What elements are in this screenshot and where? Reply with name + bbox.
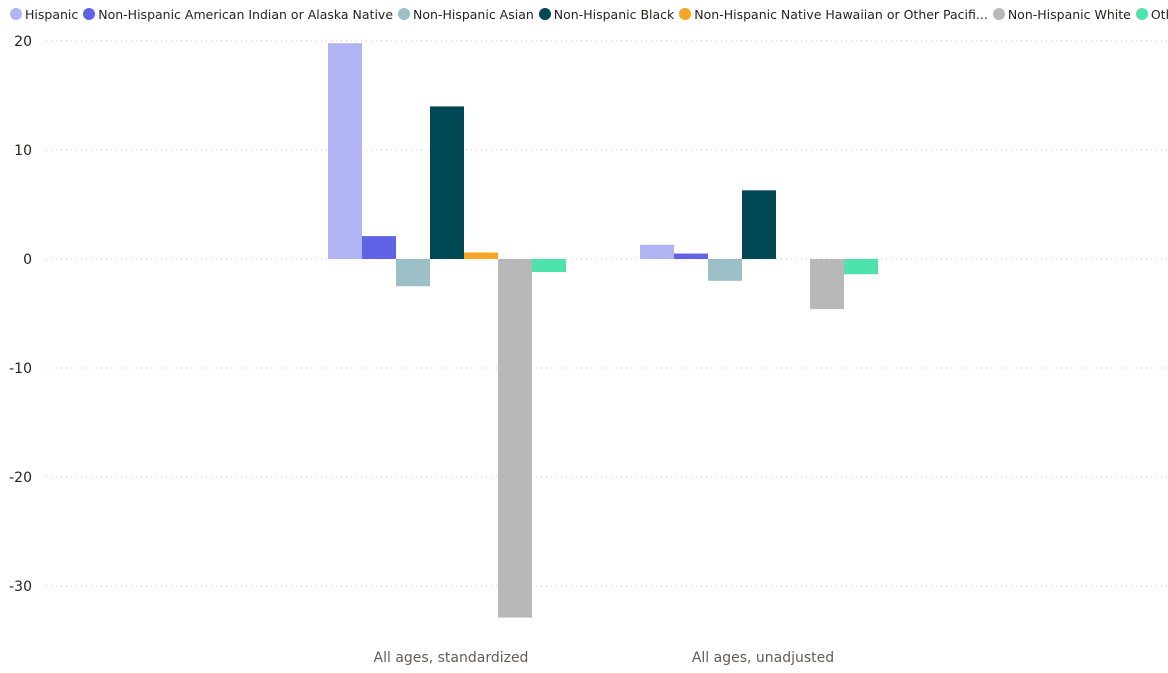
bar[interactable]: [498, 259, 532, 618]
bar[interactable]: [532, 259, 566, 273]
legend-marker-icon: [992, 8, 1005, 20]
x-category-label: All ages, unadjusted: [692, 650, 834, 666]
legend-item[interactable]: Non-Hispanic Black: [538, 6, 675, 22]
bar[interactable]: [430, 106, 464, 260]
legend-label: Hispanic: [25, 6, 79, 22]
bar[interactable]: [328, 43, 362, 260]
bar[interactable]: [844, 259, 878, 275]
x-category-label: All ages, standardized: [374, 650, 529, 666]
legend-label: Non-Hispanic Black: [553, 6, 675, 22]
legend-marker-icon: [1135, 8, 1148, 20]
bar[interactable]: [674, 253, 708, 259]
y-tick-label: 0: [23, 252, 32, 268]
legend-marker-icon: [10, 8, 22, 20]
legend-label: Non-Hispanic White: [1007, 6, 1131, 22]
legend-marker-icon: [679, 8, 692, 20]
legend-label: Other: [1150, 6, 1168, 22]
legend-item[interactable]: Other: [1135, 6, 1168, 22]
legend-marker-icon: [538, 8, 551, 20]
y-tick-label: 20: [14, 34, 32, 50]
y-tick-label: -10: [9, 361, 32, 377]
y-tick-label: -20: [9, 470, 32, 486]
legend-item[interactable]: Non-Hispanic Asian: [398, 7, 534, 22]
chart-legend: Hispanic Non-Hispanic American Indian or …: [10, 5, 1168, 23]
bar[interactable]: [810, 259, 844, 310]
legend-marker-icon: [398, 8, 411, 20]
legend-item[interactable]: Non-Hispanic White: [992, 6, 1131, 22]
bar[interactable]: [742, 190, 776, 259]
y-tick-label: 10: [14, 143, 32, 159]
legend-item[interactable]: Non-Hispanic Native Hawaiian or Other Pa…: [679, 7, 988, 22]
bar[interactable]: [640, 244, 674, 259]
legend-marker-icon: [83, 8, 96, 20]
legend-item[interactable]: Non-Hispanic American Indian or Alaska N…: [83, 7, 393, 22]
legend-label: Non-Hispanic Native Hawaiian or Other Pa…: [694, 6, 988, 22]
legend-label: Non-Hispanic Asian: [413, 6, 534, 22]
legend-item[interactable]: Hispanic: [10, 7, 78, 22]
y-tick-label: -30: [9, 579, 32, 595]
legend-label: Non-Hispanic American Indian or Alaska N…: [98, 6, 394, 22]
bar[interactable]: [708, 259, 742, 281]
bar[interactable]: [464, 252, 498, 259]
bar[interactable]: [362, 236, 396, 259]
bar[interactable]: [396, 259, 430, 287]
